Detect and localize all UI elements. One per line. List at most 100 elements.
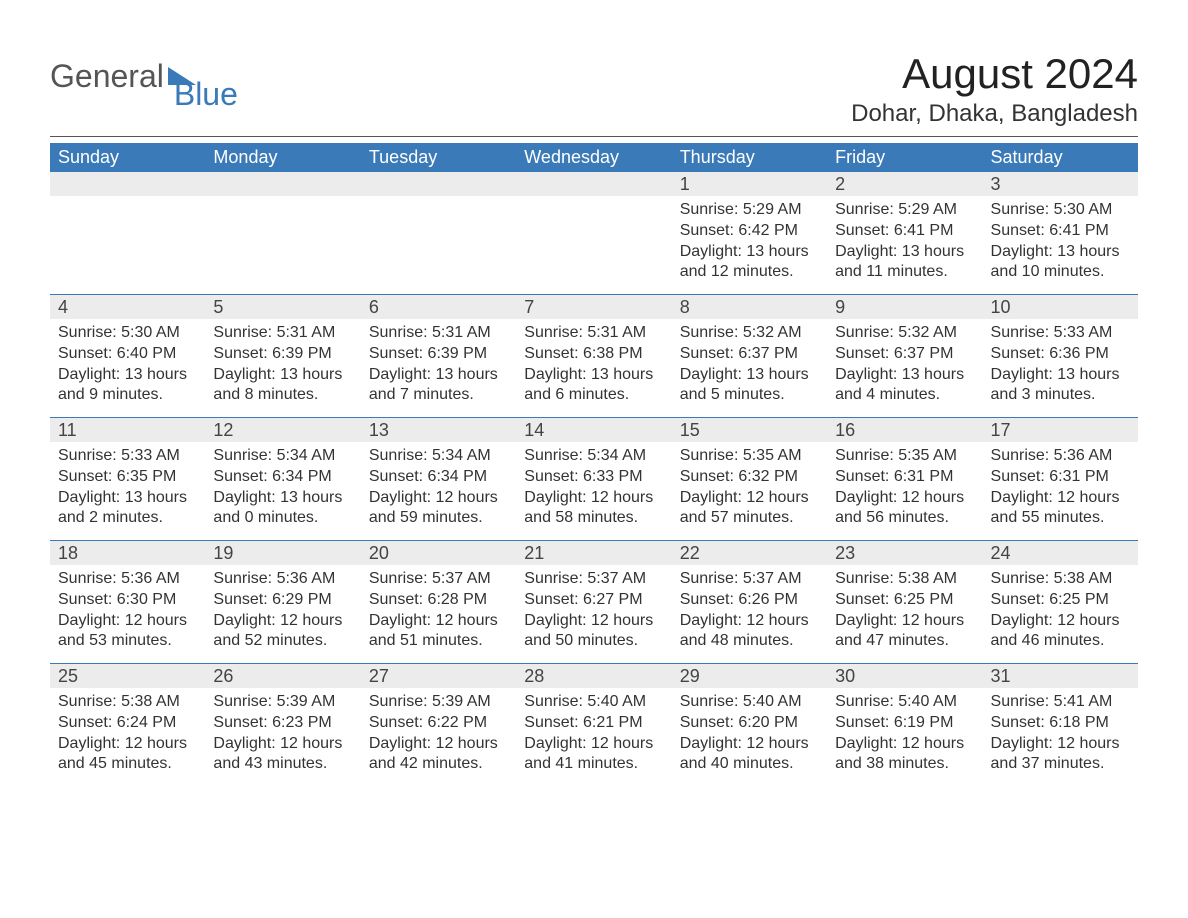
calendar-cell: 24Sunrise: 5:38 AMSunset: 6:25 PMDayligh…: [983, 541, 1138, 663]
daylight-text: Daylight: 13 hours and 8 minutes.: [213, 365, 352, 407]
logo: General Blue: [50, 50, 262, 95]
daylight-text: Daylight: 12 hours and 58 minutes.: [524, 488, 663, 530]
day-number: 19: [205, 541, 360, 565]
sunset-text: Sunset: 6:35 PM: [58, 467, 197, 488]
week-row: 1Sunrise: 5:29 AMSunset: 6:42 PMDaylight…: [50, 172, 1138, 294]
logo-text-general: General: [50, 58, 164, 95]
day-number: 20: [361, 541, 516, 565]
calendar-cell: 13Sunrise: 5:34 AMSunset: 6:34 PMDayligh…: [361, 418, 516, 540]
calendar-cell: 5Sunrise: 5:31 AMSunset: 6:39 PMDaylight…: [205, 295, 360, 417]
calendar-cell: 14Sunrise: 5:34 AMSunset: 6:33 PMDayligh…: [516, 418, 671, 540]
sunset-text: Sunset: 6:18 PM: [991, 713, 1130, 734]
sunset-text: Sunset: 6:34 PM: [369, 467, 508, 488]
daylight-text: Daylight: 12 hours and 45 minutes.: [58, 734, 197, 776]
cell-body: Sunrise: 5:36 AMSunset: 6:31 PMDaylight:…: [983, 442, 1138, 529]
cell-body: Sunrise: 5:38 AMSunset: 6:24 PMDaylight:…: [50, 688, 205, 775]
calendar-cell: [205, 172, 360, 294]
sunset-text: Sunset: 6:26 PM: [680, 590, 819, 611]
week-row: 18Sunrise: 5:36 AMSunset: 6:30 PMDayligh…: [50, 540, 1138, 663]
day-number: 25: [50, 664, 205, 688]
calendar-cell: 4Sunrise: 5:30 AMSunset: 6:40 PMDaylight…: [50, 295, 205, 417]
calendar-cell: 23Sunrise: 5:38 AMSunset: 6:25 PMDayligh…: [827, 541, 982, 663]
day-number: 31: [983, 664, 1138, 688]
logo-text-blue: Blue: [174, 76, 238, 113]
cell-body: Sunrise: 5:39 AMSunset: 6:23 PMDaylight:…: [205, 688, 360, 775]
sunset-text: Sunset: 6:36 PM: [991, 344, 1130, 365]
day-number: 10: [983, 295, 1138, 319]
sunrise-text: Sunrise: 5:40 AM: [680, 692, 819, 713]
sunset-text: Sunset: 6:39 PM: [213, 344, 352, 365]
sunrise-text: Sunrise: 5:40 AM: [524, 692, 663, 713]
sunset-text: Sunset: 6:37 PM: [680, 344, 819, 365]
daylight-text: Daylight: 12 hours and 50 minutes.: [524, 611, 663, 653]
cell-body: Sunrise: 5:39 AMSunset: 6:22 PMDaylight:…: [361, 688, 516, 775]
weeks-container: 1Sunrise: 5:29 AMSunset: 6:42 PMDaylight…: [50, 172, 1138, 786]
calendar-cell: 27Sunrise: 5:39 AMSunset: 6:22 PMDayligh…: [361, 664, 516, 786]
calendar-cell: [361, 172, 516, 294]
daylight-text: Daylight: 12 hours and 38 minutes.: [835, 734, 974, 776]
cell-body: Sunrise: 5:34 AMSunset: 6:33 PMDaylight:…: [516, 442, 671, 529]
calendar-cell: 26Sunrise: 5:39 AMSunset: 6:23 PMDayligh…: [205, 664, 360, 786]
day-number: 7: [516, 295, 671, 319]
sunrise-text: Sunrise: 5:38 AM: [835, 569, 974, 590]
cell-body: Sunrise: 5:38 AMSunset: 6:25 PMDaylight:…: [983, 565, 1138, 652]
daylight-text: Daylight: 12 hours and 40 minutes.: [680, 734, 819, 776]
calendar-cell: 9Sunrise: 5:32 AMSunset: 6:37 PMDaylight…: [827, 295, 982, 417]
day-number: [361, 172, 516, 196]
sunset-text: Sunset: 6:25 PM: [991, 590, 1130, 611]
day-number: 26: [205, 664, 360, 688]
calendar-cell: 12Sunrise: 5:34 AMSunset: 6:34 PMDayligh…: [205, 418, 360, 540]
day-number: 29: [672, 664, 827, 688]
calendar-cell: 2Sunrise: 5:29 AMSunset: 6:41 PMDaylight…: [827, 172, 982, 294]
sunrise-text: Sunrise: 5:37 AM: [524, 569, 663, 590]
sunrise-text: Sunrise: 5:36 AM: [58, 569, 197, 590]
cell-body: Sunrise: 5:40 AMSunset: 6:20 PMDaylight:…: [672, 688, 827, 775]
sunrise-text: Sunrise: 5:30 AM: [58, 323, 197, 344]
sunset-text: Sunset: 6:42 PM: [680, 221, 819, 242]
calendar-cell: 8Sunrise: 5:32 AMSunset: 6:37 PMDaylight…: [672, 295, 827, 417]
sunset-text: Sunset: 6:23 PM: [213, 713, 352, 734]
cell-body: Sunrise: 5:35 AMSunset: 6:31 PMDaylight:…: [827, 442, 982, 529]
daylight-text: Daylight: 12 hours and 59 minutes.: [369, 488, 508, 530]
sunset-text: Sunset: 6:22 PM: [369, 713, 508, 734]
day-number: 14: [516, 418, 671, 442]
daylight-text: Daylight: 12 hours and 46 minutes.: [991, 611, 1130, 653]
sunrise-text: Sunrise: 5:41 AM: [991, 692, 1130, 713]
day-number: 24: [983, 541, 1138, 565]
cell-body: Sunrise: 5:32 AMSunset: 6:37 PMDaylight:…: [827, 319, 982, 406]
sunset-text: Sunset: 6:29 PM: [213, 590, 352, 611]
calendar-cell: 3Sunrise: 5:30 AMSunset: 6:41 PMDaylight…: [983, 172, 1138, 294]
sunrise-text: Sunrise: 5:31 AM: [369, 323, 508, 344]
day-header: Friday: [827, 143, 982, 172]
cell-body: Sunrise: 5:32 AMSunset: 6:37 PMDaylight:…: [672, 319, 827, 406]
day-number: 21: [516, 541, 671, 565]
sunrise-text: Sunrise: 5:40 AM: [835, 692, 974, 713]
day-number: 4: [50, 295, 205, 319]
sunset-text: Sunset: 6:20 PM: [680, 713, 819, 734]
daylight-text: Daylight: 13 hours and 5 minutes.: [680, 365, 819, 407]
day-header: Sunday: [50, 143, 205, 172]
cell-body: Sunrise: 5:36 AMSunset: 6:30 PMDaylight:…: [50, 565, 205, 652]
daylight-text: Daylight: 13 hours and 0 minutes.: [213, 488, 352, 530]
calendar-cell: 11Sunrise: 5:33 AMSunset: 6:35 PMDayligh…: [50, 418, 205, 540]
header-rule: [50, 136, 1138, 137]
title-block: August 2024 Dohar, Dhaka, Bangladesh: [851, 50, 1138, 128]
day-number: 28: [516, 664, 671, 688]
calendar-cell: 28Sunrise: 5:40 AMSunset: 6:21 PMDayligh…: [516, 664, 671, 786]
cell-body: Sunrise: 5:36 AMSunset: 6:29 PMDaylight:…: [205, 565, 360, 652]
sunrise-text: Sunrise: 5:32 AM: [680, 323, 819, 344]
cell-body: Sunrise: 5:29 AMSunset: 6:42 PMDaylight:…: [672, 196, 827, 283]
day-number: 18: [50, 541, 205, 565]
daylight-text: Daylight: 13 hours and 2 minutes.: [58, 488, 197, 530]
sunset-text: Sunset: 6:34 PM: [213, 467, 352, 488]
cell-body: Sunrise: 5:35 AMSunset: 6:32 PMDaylight:…: [672, 442, 827, 529]
daylight-text: Daylight: 12 hours and 53 minutes.: [58, 611, 197, 653]
calendar: SundayMondayTuesdayWednesdayThursdayFrid…: [50, 143, 1138, 786]
cell-body: Sunrise: 5:37 AMSunset: 6:28 PMDaylight:…: [361, 565, 516, 652]
sunrise-text: Sunrise: 5:37 AM: [369, 569, 508, 590]
daylight-text: Daylight: 12 hours and 37 minutes.: [991, 734, 1130, 776]
daylight-text: Daylight: 12 hours and 57 minutes.: [680, 488, 819, 530]
day-number: 16: [827, 418, 982, 442]
daylight-text: Daylight: 13 hours and 10 minutes.: [991, 242, 1130, 284]
daylight-text: Daylight: 13 hours and 4 minutes.: [835, 365, 974, 407]
